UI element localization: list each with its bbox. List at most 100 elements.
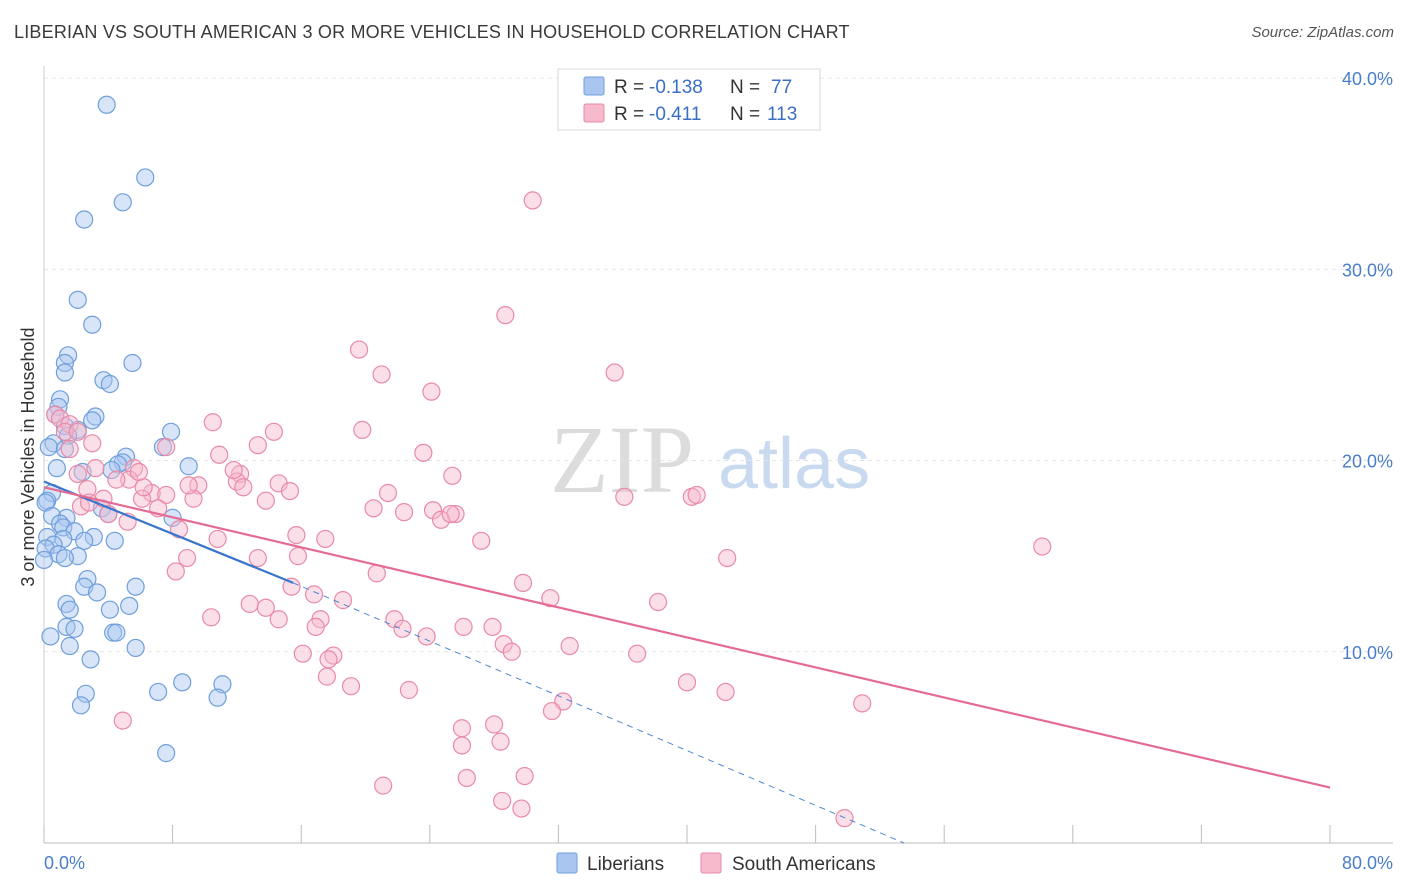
south-american-point-73	[269, 610, 288, 629]
south-american-trend-line	[43, 486, 1331, 789]
south-american-point-9	[55, 422, 74, 441]
south-american-point-3	[605, 363, 624, 382]
south-american-point-0	[523, 191, 542, 210]
legend-n-value-liberians: 77	[771, 77, 792, 98]
south-american-point-53	[472, 531, 491, 550]
liberian-point-66	[41, 627, 60, 646]
south-american-point-108	[134, 478, 153, 497]
south-american-point-107	[248, 436, 267, 455]
legend-n-label-south-americans: N =	[730, 104, 760, 125]
south-american-point-93	[542, 701, 562, 721]
source-attribution: Source: ZipAtlas.com	[1251, 24, 1394, 41]
south-american-point-67	[240, 594, 259, 614]
south-american-point-81	[502, 642, 521, 661]
south-american-point-97	[491, 732, 510, 751]
gridlines	[44, 77, 1393, 653]
south-american-point-82	[628, 644, 647, 663]
south-american-point-2	[349, 340, 369, 359]
south-american-point-89	[399, 680, 419, 700]
south-american-point-52	[316, 529, 335, 549]
south-american-point-17	[210, 445, 229, 464]
south-american-point-61	[166, 562, 185, 581]
liberian-point-4	[68, 290, 87, 309]
south-american-point-44	[394, 503, 414, 522]
south-american-point-101	[374, 776, 393, 795]
south-american-point-92	[853, 694, 872, 713]
south-american-point-65	[333, 591, 353, 610]
series-legend: Liberians South Americans	[556, 852, 876, 875]
liberian-point-28	[179, 457, 198, 476]
south-american-point-87	[677, 673, 697, 692]
south-american-point-58	[248, 548, 267, 568]
south-american-point-70	[202, 608, 221, 627]
south-american-point-35	[615, 487, 634, 506]
south-american-point-29	[234, 478, 253, 497]
legend-r-label-south-americans: R =	[614, 104, 644, 125]
y-tick-label-0: 10.0%	[1342, 643, 1393, 663]
liberian-point-75	[71, 696, 91, 715]
liberian-point-70	[173, 673, 192, 692]
liberian-point-2	[113, 193, 132, 212]
liberian-point-11	[55, 363, 74, 382]
liberian-point-60	[60, 600, 79, 619]
south-american-point-19	[443, 466, 462, 485]
south-american-point-54	[208, 529, 227, 549]
liberian-point-68	[126, 638, 145, 658]
south-american-point-59	[718, 548, 737, 568]
liberian-point-52	[55, 548, 74, 568]
south-american-point-99	[515, 766, 534, 786]
data-points	[34, 95, 1052, 828]
legend-n-value-south-americans: 113	[767, 104, 797, 125]
liberian-point-5	[83, 315, 102, 334]
south-american-point-48	[431, 510, 451, 529]
south-american-point-23	[120, 470, 139, 489]
south-american-point-57	[177, 548, 197, 568]
south-american-point-88	[341, 677, 361, 696]
south-american-point-106	[179, 476, 198, 495]
south-american-point-11	[203, 413, 222, 432]
liberian-point-29	[47, 459, 66, 478]
watermark-zip: ZIP	[550, 406, 694, 513]
liberian-point-0	[97, 95, 116, 114]
liberian-point-58	[57, 594, 76, 614]
series-legend-label-liberians: Liberians	[587, 854, 664, 875]
south-american-point-102	[493, 791, 512, 811]
south-american-point-66	[541, 589, 560, 608]
legend-n-label-liberians: N =	[730, 77, 760, 98]
south-american-point-86	[317, 667, 337, 686]
liberian-point-53	[34, 550, 54, 570]
liberian-trend-extension	[292, 582, 905, 844]
series-legend-swatch-south-americans	[700, 852, 722, 874]
south-american-point-69	[256, 598, 275, 617]
south-american-point-83	[293, 644, 312, 663]
liberian-point-71	[213, 675, 232, 694]
correlation-legend: R = -0.138 N = 77 R = -0.411 N = 113	[557, 68, 821, 131]
liberian-point-1	[136, 168, 155, 187]
south-american-point-10	[68, 422, 87, 441]
x-tick-label-max: 80.0%	[1342, 853, 1393, 873]
liberian-point-47	[105, 531, 124, 550]
south-american-point-68	[648, 592, 668, 612]
legend-r-label-liberians: R =	[614, 77, 644, 98]
liberian-point-30	[102, 460, 121, 480]
chart-title: LIBERIAN VS SOUTH AMERICAN 3 OR MORE VEH…	[14, 22, 850, 42]
liberian-point-3	[75, 210, 94, 229]
legend-swatch-liberians	[583, 76, 605, 96]
series-legend-label-south-americans: South Americans	[732, 854, 876, 875]
liberian-point-67	[60, 636, 79, 656]
watermark-atlas: atlas	[718, 424, 870, 504]
liberian-point-59	[120, 596, 139, 615]
south-american-point-80	[560, 636, 579, 656]
south-american-point-62	[513, 573, 533, 593]
south-american-point-34	[378, 483, 398, 503]
legend-r-value-liberians: -0.138	[649, 77, 703, 98]
liberian-point-63	[65, 619, 84, 638]
south-american-point-12	[353, 420, 372, 439]
south-american-point-4	[372, 365, 391, 384]
south-american-point-56	[288, 547, 308, 566]
south-american-point-90	[716, 682, 735, 702]
south-american-point-51	[287, 525, 306, 545]
liberian-point-76	[157, 744, 176, 763]
liberian-point-65	[107, 623, 126, 642]
